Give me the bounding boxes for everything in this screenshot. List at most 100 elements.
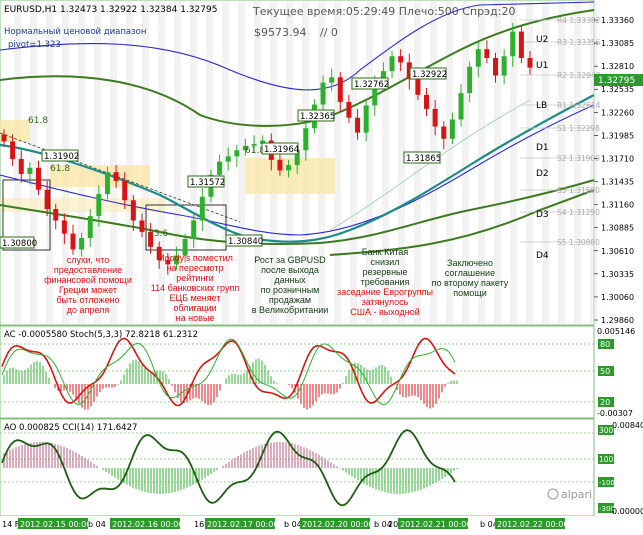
level-label-lb: LB	[536, 101, 547, 111]
candle-body	[156, 246, 162, 260]
pivot-level-label: S4 1.31250	[557, 208, 600, 217]
price-box: 1.32762	[351, 77, 389, 90]
broker-logo: alpari	[547, 488, 592, 501]
stochastic-main-line	[1, 337, 456, 407]
pivot-level-label: S5 1.30880	[557, 238, 600, 247]
svg-text:-300: -300	[599, 505, 615, 513]
candle-body	[79, 238, 85, 250]
candle-body	[87, 216, 93, 239]
candle-body	[320, 82, 326, 105]
svg-text:1.31865: 1.31865	[406, 154, 441, 164]
candle-body	[355, 117, 361, 133]
candle-body	[113, 172, 119, 181]
fib-zone	[0, 120, 30, 142]
price-tick-label: 1.30060	[601, 293, 634, 302]
candlesticks	[1, 22, 533, 275]
candle-body	[303, 128, 309, 151]
candle-body	[380, 71, 386, 83]
time-tick-label: 2012.02.21 00:00	[400, 520, 471, 529]
candle-body	[501, 56, 507, 76]
price-tick-label: 1.31710	[601, 154, 634, 163]
ac-histogram	[3, 358, 458, 410]
time-tick-label: 16	[194, 520, 204, 529]
time-tick-label: 2012.02.17 00:00	[207, 520, 278, 529]
ac-panel-axis: 0.005146 80 50 20 -0.00307	[597, 327, 635, 418]
candle-body	[199, 196, 205, 221]
candle-body	[389, 56, 395, 72]
time-tick-label: b 04	[284, 520, 302, 529]
candle-body	[337, 77, 343, 102]
candle-body	[182, 238, 188, 256]
time-tick-label: 20	[388, 520, 398, 529]
indicator-name: Нормальный ценовой диапазон	[4, 27, 146, 37]
time-tick-label: 2012.02.20 00:00	[302, 520, 373, 529]
svg-text:1.30800: 1.30800	[2, 239, 37, 249]
svg-text:1.30840: 1.30840	[228, 237, 263, 247]
stochastic-signal-line	[1, 338, 456, 406]
time-tick-label: b 04	[480, 520, 498, 529]
lower-channel-line	[0, 179, 595, 245]
candle-body	[173, 255, 179, 265]
candle-body	[61, 220, 67, 234]
price-tick-label: 1.33360	[601, 16, 634, 25]
candle-body	[441, 126, 447, 139]
pivot-level-label: R2 1.32940	[557, 71, 601, 80]
ao-cci-panel[interactable]: AO 0.000825 CCI(14) 171.6427 alpari	[0, 418, 595, 517]
candle-body	[191, 220, 197, 239]
time-tick-label: b 04	[374, 520, 392, 529]
candle-body	[148, 231, 154, 247]
pivot-level-label: R4 1.33382	[557, 16, 601, 25]
candle-body	[130, 200, 136, 221]
fib-label: 61.8	[245, 146, 265, 156]
candle-body	[277, 159, 283, 171]
lower-envelope-line	[0, 104, 595, 236]
svg-text:80: 80	[600, 340, 610, 349]
candle-body	[415, 79, 421, 95]
ac-stoch-panel[interactable]: AC -0.0005580 Stoch(5,3,3) 72.8218 61.23…	[0, 325, 595, 419]
price-tick-label: 1.33085	[601, 39, 634, 48]
price-axis[interactable]: 1.33360 1.33085 1.32810 1.32535 1.32260 1.319…	[594, 16, 634, 325]
svg-text:-0.00307: -0.00307	[597, 409, 633, 418]
level-label-u1: U1	[536, 61, 548, 71]
candle-body	[449, 119, 455, 139]
candle-body	[484, 49, 490, 58]
candle-body	[467, 66, 473, 94]
candle-body	[10, 141, 16, 159]
candle-body	[251, 144, 257, 146]
level-label-u2: U2	[536, 35, 548, 45]
candle-body	[475, 49, 481, 67]
candle-body	[260, 140, 266, 145]
svg-text:50: 50	[600, 367, 610, 376]
price-tick-label: 1.31160	[601, 201, 634, 210]
news-annotation: Заключено соглашение по второму пакету помо…	[432, 258, 509, 298]
candle-body	[44, 189, 50, 210]
candle-body	[406, 62, 412, 80]
svg-text:1.32365: 1.32365	[300, 112, 335, 122]
candle-body	[1, 134, 7, 142]
price-panel[interactable]: R4 1.33382 R3 1.33356 R2 1.32940 R1 1.32614…	[0, 0, 601, 326]
price-box: 1.32922	[409, 67, 447, 80]
time-axis[interactable]: 14 Feb 20122012.02.15 00:00b 042012.02.1…	[0, 516, 594, 531]
candle-body	[139, 220, 145, 232]
price-box: 1.31902	[41, 149, 79, 162]
candle-body	[527, 57, 533, 68]
time-tick-label: 2012.02.15 00:00	[20, 520, 91, 529]
candle-body	[96, 194, 102, 217]
pivot-value: pivot=1.323	[8, 40, 61, 50]
candle-body	[372, 82, 378, 106]
candle-body	[518, 31, 524, 58]
svg-text:0.00840: 0.00840	[612, 421, 643, 430]
candle-body	[70, 233, 76, 250]
fib-zone	[0, 198, 165, 212]
price-tick-label: 1.29860	[601, 316, 634, 325]
candle-body	[493, 57, 499, 76]
svg-text:100: 100	[599, 455, 614, 464]
candle-body	[217, 161, 223, 175]
upper-envelope-line	[0, 1, 595, 91]
price-box: 1.30840	[225, 234, 263, 247]
svg-text:1.32762: 1.32762	[354, 80, 389, 90]
price-box: 1.31964	[261, 142, 299, 155]
svg-text:1.31902: 1.31902	[44, 152, 79, 162]
